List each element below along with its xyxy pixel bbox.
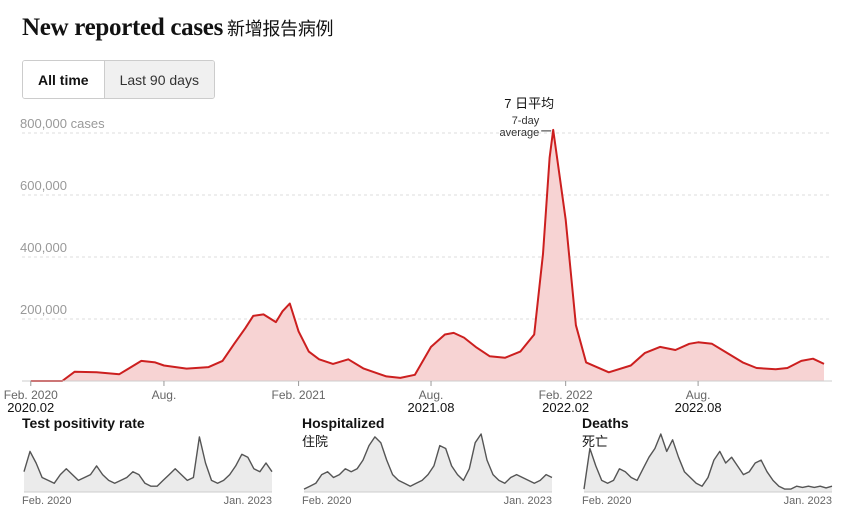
x-start-label: Feb. 2020: [22, 495, 72, 507]
x-tick-label: Aug.: [419, 388, 444, 402]
cases-chart: 800,000 cases 600,000 400,000 200,000 Feb. 2…: [4, 96, 832, 415]
x-tick-label: Feb. 2021: [272, 388, 326, 402]
title-translation: 新增报告病例: [227, 19, 334, 40]
x-end-label: Jan. 2023: [784, 495, 832, 507]
x-tick-label-zh: 2020.02: [7, 400, 54, 415]
x-start-label: Feb. 2020: [582, 495, 632, 507]
small-line: [583, 433, 833, 490]
positivity-title: Test positivity rate: [22, 415, 145, 431]
small-area: [584, 434, 832, 492]
positivity-chart: Feb. 2020 Jan. 2023: [22, 436, 273, 507]
small-area: [304, 434, 552, 492]
deaths-title: Deaths 死亡: [582, 415, 629, 450]
x-tick-label-zh: 2022.02: [542, 400, 589, 415]
x-tick-label: Feb. 2020: [4, 388, 58, 402]
y-tick-label: 800,000 cases: [20, 116, 105, 131]
small-line: [23, 436, 273, 487]
small-line: [303, 433, 553, 490]
x-tick-label-zh: 2021.08: [408, 400, 455, 415]
annotation-label: 7-day: [512, 115, 540, 127]
x-tick-label-zh: 2022.08: [675, 400, 722, 415]
time-range-toggle: All time Last 90 days: [22, 60, 215, 99]
tab-all-time[interactable]: All time: [23, 61, 105, 98]
annotation-label-zh: 7 日平均: [504, 96, 554, 111]
deaths-chart: Feb. 2020 Jan. 2023: [582, 433, 833, 507]
small-area: [24, 436, 272, 492]
title-text: New reported cases: [22, 14, 224, 41]
tab-last-90-days[interactable]: Last 90 days: [104, 61, 214, 98]
y-tick-label: 600,000: [20, 178, 67, 193]
cases-line: [30, 128, 825, 382]
y-tick-label: 400,000: [20, 240, 67, 255]
x-tick-label: Feb. 2022: [539, 388, 593, 402]
y-tick-label: 200,000: [20, 302, 67, 317]
x-tick-label: Aug.: [686, 388, 711, 402]
hospitalized-title: Hospitalized 住院: [302, 415, 385, 450]
x-end-label: Jan. 2023: [224, 495, 272, 507]
page-title: New reported cases 新增报告病例: [22, 14, 334, 42]
x-start-label: Feb. 2020: [302, 495, 352, 507]
hospitalized-chart: Feb. 2020 Jan. 2023: [302, 433, 553, 507]
x-end-label: Jan. 2023: [504, 495, 552, 507]
x-tick-label: Aug.: [152, 388, 177, 402]
annotation-label: average: [499, 127, 539, 139]
